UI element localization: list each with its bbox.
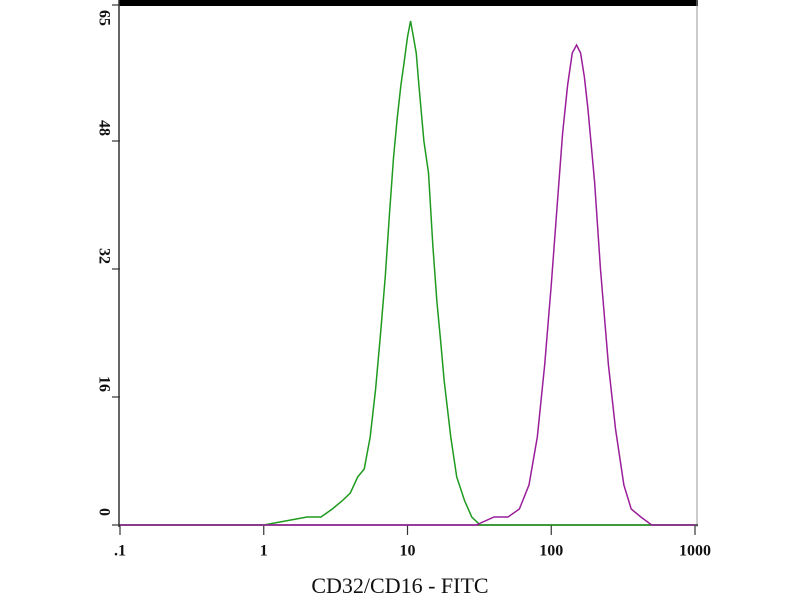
y-tick-label: 48: [95, 120, 112, 136]
histogram-line: [120, 20, 695, 526]
histogram-line: [120, 43, 695, 526]
x-tick-label: 1: [260, 543, 268, 560]
y-tick-label: 16: [95, 376, 112, 392]
y-tick-label: 65: [95, 10, 112, 26]
x-axis-title: CD32/CD16 - FITC: [311, 573, 488, 598]
x-tick-label: 10: [400, 543, 416, 560]
x-tick-label: 100: [539, 543, 563, 560]
x-tick-label: .1: [114, 543, 126, 560]
top-border: [119, 0, 698, 6]
x-tick-label: 1000: [679, 543, 711, 560]
y-tick-label: 32: [95, 248, 112, 264]
y-tick-label: 0: [95, 508, 112, 516]
